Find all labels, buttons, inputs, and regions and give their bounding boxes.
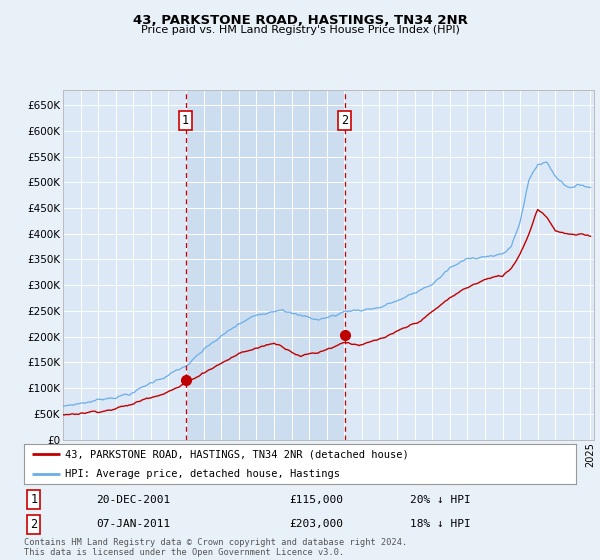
Text: 1: 1	[31, 493, 37, 506]
Text: 18% ↓ HPI: 18% ↓ HPI	[410, 519, 471, 529]
Text: £203,000: £203,000	[289, 519, 343, 529]
Text: 43, PARKSTONE ROAD, HASTINGS, TN34 2NR: 43, PARKSTONE ROAD, HASTINGS, TN34 2NR	[133, 14, 467, 27]
Text: HPI: Average price, detached house, Hastings: HPI: Average price, detached house, Hast…	[65, 469, 340, 479]
Text: 07-JAN-2011: 07-JAN-2011	[96, 519, 170, 529]
Text: Price paid vs. HM Land Registry's House Price Index (HPI): Price paid vs. HM Land Registry's House …	[140, 25, 460, 35]
Text: 20-DEC-2001: 20-DEC-2001	[96, 494, 170, 505]
Text: 2: 2	[31, 517, 37, 531]
Text: 2: 2	[341, 114, 349, 127]
Text: 20% ↓ HPI: 20% ↓ HPI	[410, 494, 471, 505]
Text: 43, PARKSTONE ROAD, HASTINGS, TN34 2NR (detached house): 43, PARKSTONE ROAD, HASTINGS, TN34 2NR (…	[65, 449, 409, 459]
Text: 1: 1	[182, 114, 189, 127]
Bar	[185, 90, 345, 440]
Text: Contains HM Land Registry data © Crown copyright and database right 2024.
This d: Contains HM Land Registry data © Crown c…	[24, 538, 407, 557]
Text: £115,000: £115,000	[289, 494, 343, 505]
